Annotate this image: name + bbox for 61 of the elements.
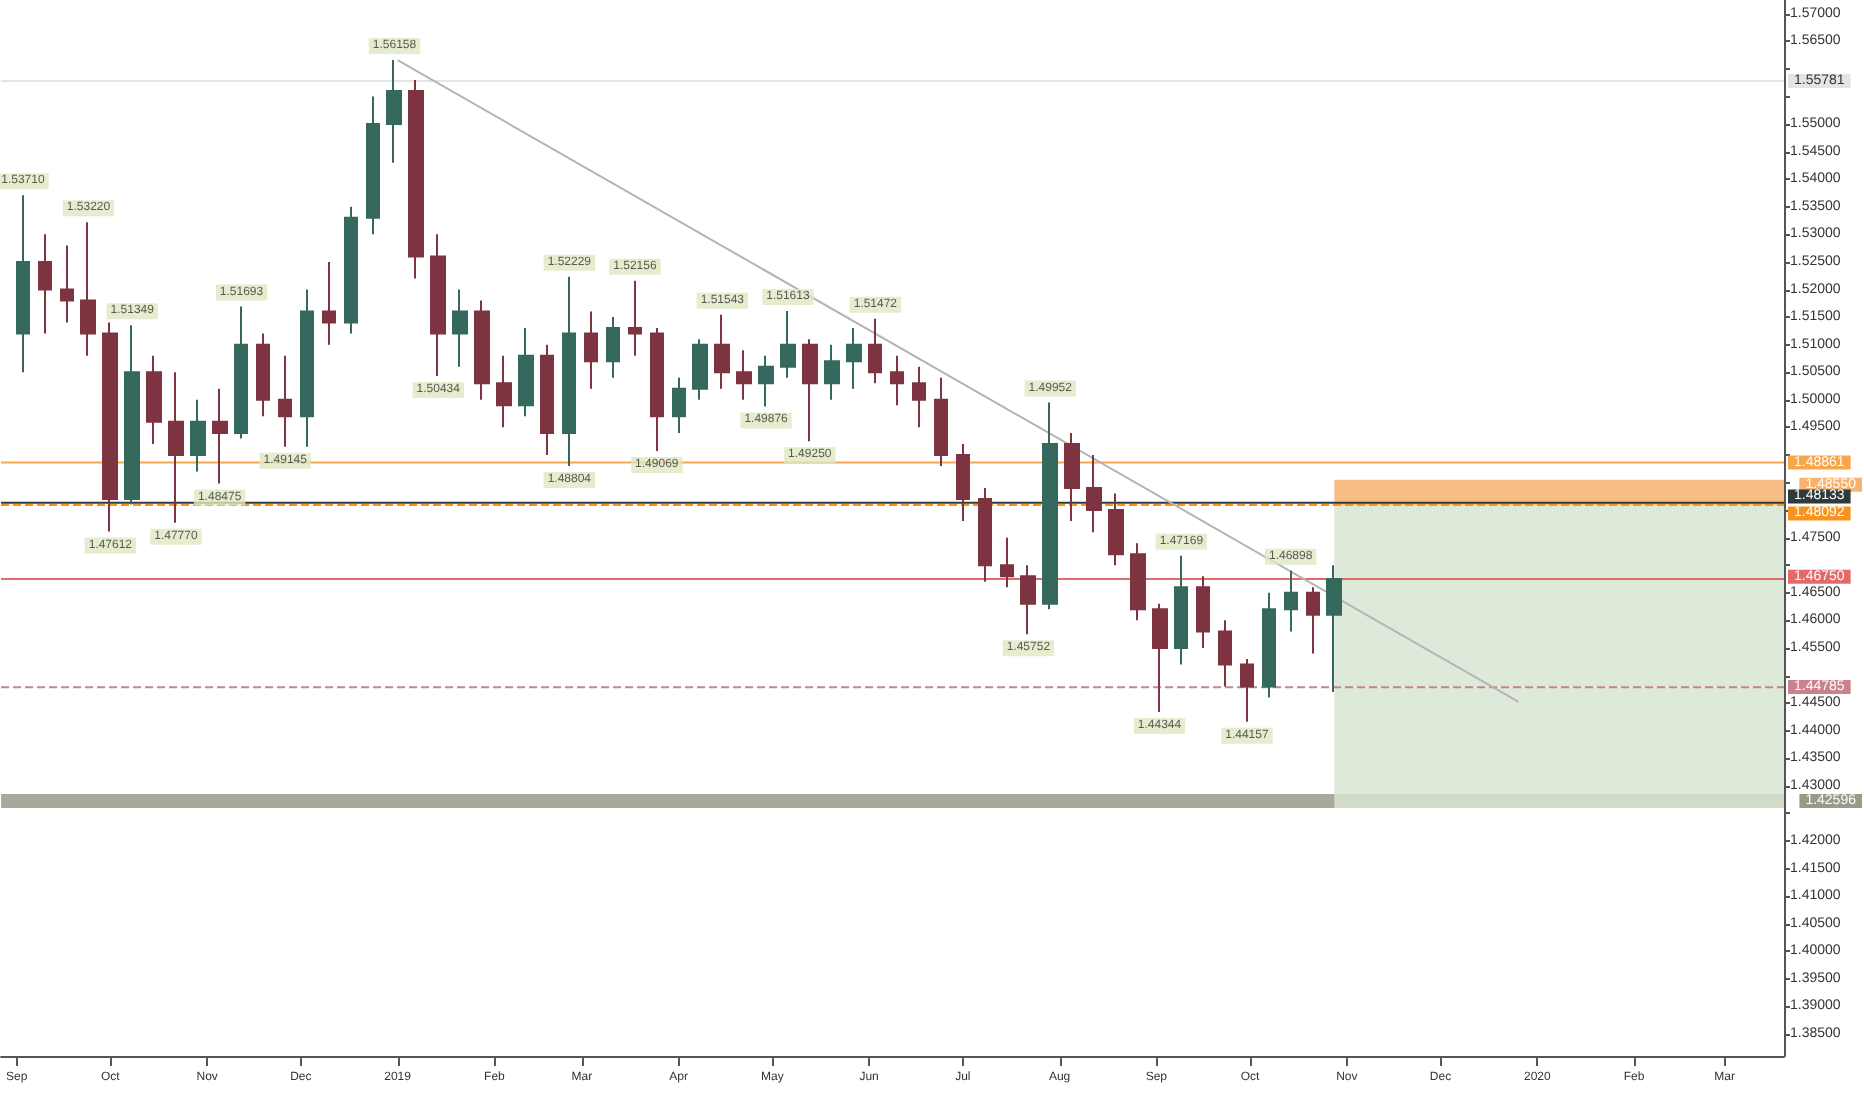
candlestick bbox=[628, 279, 642, 357]
candlestick bbox=[780, 310, 796, 379]
candlestick bbox=[978, 487, 992, 583]
candlestick bbox=[386, 59, 402, 164]
candlestick bbox=[1108, 492, 1124, 567]
candlestick bbox=[212, 387, 228, 485]
candlestick bbox=[168, 371, 184, 524]
candlestick bbox=[408, 78, 424, 280]
candlestick bbox=[868, 317, 882, 385]
candlestick bbox=[606, 316, 620, 379]
candlestick bbox=[38, 233, 52, 335]
candlestick bbox=[146, 354, 162, 445]
candlestick bbox=[714, 313, 730, 390]
candlestick bbox=[322, 260, 336, 346]
candlestick bbox=[934, 376, 948, 467]
candlestick bbox=[1284, 569, 1298, 633]
candlestick bbox=[1218, 619, 1232, 688]
candlestick bbox=[802, 338, 818, 443]
candlestick bbox=[758, 354, 774, 408]
candlestick bbox=[1152, 602, 1168, 713]
candlestick bbox=[540, 343, 554, 456]
candlestick bbox=[1174, 554, 1188, 666]
candlestick bbox=[518, 327, 534, 418]
candlestick bbox=[1306, 586, 1320, 655]
candlestick bbox=[256, 332, 270, 418]
candlestick bbox=[190, 398, 206, 473]
candlestick bbox=[102, 321, 118, 533]
candlestick bbox=[60, 244, 74, 324]
candlestick bbox=[1000, 536, 1014, 589]
candlestick bbox=[1326, 564, 1342, 694]
candlestick bbox=[344, 205, 358, 335]
candlestick bbox=[234, 305, 248, 440]
candlestick bbox=[300, 288, 314, 448]
candlestick bbox=[124, 324, 140, 506]
candlestick bbox=[584, 310, 598, 390]
candlestick bbox=[1086, 453, 1102, 534]
candlestick bbox=[824, 343, 840, 401]
candlestick bbox=[1020, 564, 1036, 636]
candlestick bbox=[956, 442, 970, 523]
candlestick bbox=[672, 376, 686, 434]
candlestick bbox=[890, 354, 904, 407]
candlestick bbox=[366, 95, 380, 236]
candlestick bbox=[650, 327, 664, 453]
candlestick bbox=[278, 354, 292, 448]
candlestick bbox=[16, 194, 30, 374]
candlestick bbox=[1262, 591, 1276, 699]
candlestick bbox=[1042, 401, 1058, 611]
candlestick bbox=[562, 275, 576, 467]
candlestick bbox=[1130, 542, 1146, 622]
candlestick bbox=[692, 338, 708, 401]
candlestick bbox=[1196, 575, 1210, 649]
candlestick bbox=[452, 288, 468, 368]
candlestick bbox=[912, 365, 926, 429]
candlestick bbox=[496, 354, 512, 429]
candlestick bbox=[1240, 657, 1254, 723]
candlestick bbox=[474, 299, 490, 401]
candlestick bbox=[430, 233, 446, 378]
candlestick bbox=[80, 221, 96, 357]
candlestick bbox=[1064, 431, 1080, 523]
candlestick bbox=[736, 349, 752, 401]
candlestick bbox=[846, 327, 862, 390]
